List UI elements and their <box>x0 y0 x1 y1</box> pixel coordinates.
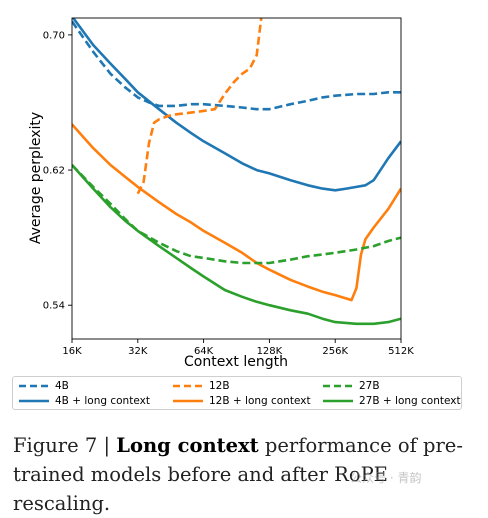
axes-frame <box>71 17 402 340</box>
legend-label-12b-long: 12B + long context <box>209 395 311 407</box>
legend-swatch-solid-green <box>323 399 353 403</box>
legend-item-4b-long: 4B + long context <box>19 394 150 408</box>
legend-label-12b: 12B <box>209 380 230 392</box>
watermark: 公众号 · 青韵 <box>350 471 422 485</box>
legend-swatch-solid-orange <box>173 399 203 403</box>
series-line-12b-long-context <box>72 123 401 302</box>
legend-swatch-dashed-blue <box>19 384 49 388</box>
axes-layer: 16K 32K 64K 128K 256K 512K 0.54 0.62 0.70 <box>43 17 414 357</box>
series-line-27b-long-context <box>72 164 401 326</box>
x-tick-label: 256K <box>322 346 348 357</box>
series-line-4b-long-context <box>72 18 401 192</box>
series-layer <box>72 18 401 326</box>
x-tick-label: 128K <box>257 346 283 357</box>
legend-label-27b: 27B <box>359 380 380 392</box>
legend-item-27b-long: 27B + long context <box>323 394 461 408</box>
legend-item-4b: 4B <box>19 379 69 393</box>
series-line-12b <box>136 18 263 195</box>
legend-item-12b-long: 12B + long context <box>173 394 311 408</box>
caption-bold: Long context <box>116 434 259 457</box>
series-line-4b <box>72 20 401 111</box>
y-tick-label: 0.62 <box>43 166 65 177</box>
x-tick-label: 512K <box>388 346 414 357</box>
caption-prefix: Figure 7 | <box>13 434 117 457</box>
x-tick-label: 16K <box>62 346 82 357</box>
line-chart: 16K 32K 64K 128K 256K 512K 0.54 0.62 0.70 Contex… <box>28 17 414 370</box>
legend-item-12b: 12B <box>173 379 230 393</box>
legend-swatch-solid-blue <box>19 399 49 403</box>
legend-swatch-dashed-green <box>323 384 353 388</box>
x-axis-label: Context length <box>184 354 288 370</box>
x-tick-label: 64K <box>194 346 214 357</box>
legend-item-27b: 27B <box>323 379 380 393</box>
y-tick-label: 0.54 <box>43 301 65 312</box>
x-tick-label: 32K <box>128 346 148 357</box>
legend-swatch-dashed-orange <box>173 384 203 388</box>
legend-label-27b-long: 27B + long context <box>359 395 461 407</box>
y-tick-label: 0.70 <box>43 30 65 41</box>
legend-label-4b: 4B <box>55 380 69 392</box>
legend-label-4b-long: 4B + long context <box>55 395 150 407</box>
y-axis-label: Average perplexity <box>28 112 44 244</box>
chart-legend: 4B 4B + long context 12B 12B + long cont… <box>12 376 462 410</box>
